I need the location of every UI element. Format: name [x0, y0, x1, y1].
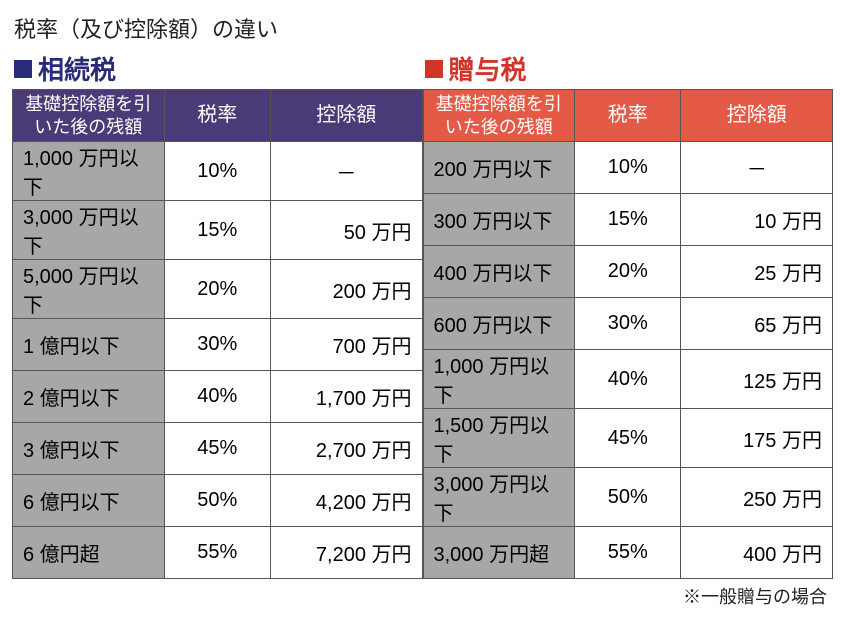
deduction-cell: 10 万円 — [681, 194, 833, 246]
deduction-cell: 200 万円 — [270, 260, 422, 319]
table-row: 600 万円以下30%65 万円 — [423, 298, 833, 350]
table-row: 3,000 万円以下15%50 万円 — [13, 201, 423, 260]
rate-cell: 50% — [164, 475, 270, 527]
bracket-cell: 400 万円以下 — [423, 246, 575, 298]
bracket-cell: 3 億円以下 — [13, 423, 165, 475]
rate-cell: 30% — [575, 298, 681, 350]
rate-cell: 55% — [164, 527, 270, 579]
deduction-cell: 1,700 万円 — [270, 371, 422, 423]
deduction-cell: － — [681, 142, 833, 194]
table-row: 1,000 万円以下40%125 万円 — [423, 350, 833, 409]
gift-title: 贈与税 — [449, 50, 527, 87]
rate-cell: 10% — [575, 142, 681, 194]
col-rate-header: 税率 — [164, 90, 270, 142]
col-deduction-header: 控除額 — [270, 90, 422, 142]
deduction-cell: 65 万円 — [681, 298, 833, 350]
bracket-cell: 300 万円以下 — [423, 194, 575, 246]
table-row: 3,000 万円以下50%250 万円 — [423, 468, 833, 527]
bracket-cell: 2 億円以下 — [13, 371, 165, 423]
rate-cell: 45% — [575, 409, 681, 468]
deduction-cell: 2,700 万円 — [270, 423, 422, 475]
rate-cell: 30% — [164, 319, 270, 371]
table-row: 300 万円以下15%10 万円 — [423, 194, 833, 246]
page-title: 税率（及び控除額）の違い — [14, 12, 833, 44]
inheritance-section-head: 相続税 — [12, 50, 423, 89]
deduction-cell: 400 万円 — [681, 527, 833, 579]
deduction-cell: 250 万円 — [681, 468, 833, 527]
gift-section-head: 贈与税 — [423, 50, 834, 89]
bracket-cell: 1,000 万円以下 — [13, 142, 165, 201]
bracket-cell: 1,500 万円以下 — [423, 409, 575, 468]
table-row: 5,000 万円以下20%200 万円 — [13, 260, 423, 319]
deduction-cell: 125 万円 — [681, 350, 833, 409]
table-row: 3 億円以下45%2,700 万円 — [13, 423, 423, 475]
rate-cell: 15% — [164, 201, 270, 260]
col-bracket-header: 基礎控除額を引いた後の残額 — [423, 90, 575, 142]
gift-table: 基礎控除額を引いた後の残額 税率 控除額 200 万円以下10%－300 万円以… — [423, 89, 834, 579]
table-header-row: 基礎控除額を引いた後の残額 税率 控除額 — [13, 90, 423, 142]
table-row: 6 億円超55%7,200 万円 — [13, 527, 423, 579]
bracket-cell: 3,000 万円以下 — [13, 201, 165, 260]
gift-tax-block: 贈与税 基礎控除額を引いた後の残額 税率 控除額 200 万円以下10%－300… — [423, 50, 834, 579]
footnote: ※一般贈与の場合 — [12, 583, 827, 609]
rate-cell: 40% — [164, 371, 270, 423]
inheritance-table: 基礎控除額を引いた後の残額 税率 控除額 1,000 万円以下10%－3,000… — [12, 89, 423, 579]
gift-tbody: 200 万円以下10%－300 万円以下15%10 万円400 万円以下20%2… — [423, 142, 833, 579]
table-row: 200 万円以下10%－ — [423, 142, 833, 194]
rate-cell: 55% — [575, 527, 681, 579]
bracket-cell: 1 億円以下 — [13, 319, 165, 371]
col-bracket-header: 基礎控除額を引いた後の残額 — [13, 90, 165, 142]
rate-cell: 10% — [164, 142, 270, 201]
table-row: 400 万円以下20%25 万円 — [423, 246, 833, 298]
bracket-cell: 6 億円超 — [13, 527, 165, 579]
rate-cell: 50% — [575, 468, 681, 527]
col-rate-header: 税率 — [575, 90, 681, 142]
inheritance-tax-block: 相続税 基礎控除額を引いた後の残額 税率 控除額 1,000 万円以下10%－3… — [12, 50, 423, 579]
bracket-cell: 1,000 万円以下 — [423, 350, 575, 409]
deduction-cell: 4,200 万円 — [270, 475, 422, 527]
deduction-cell: 175 万円 — [681, 409, 833, 468]
deduction-cell: 7,200 万円 — [270, 527, 422, 579]
rate-cell: 20% — [164, 260, 270, 319]
inheritance-tbody: 1,000 万円以下10%－3,000 万円以下15%50 万円5,000 万円… — [13, 142, 423, 579]
square-marker-icon — [425, 60, 443, 78]
table-row: 1,500 万円以下45%175 万円 — [423, 409, 833, 468]
deduction-cell: － — [270, 142, 422, 201]
table-row: 2 億円以下40%1,700 万円 — [13, 371, 423, 423]
rate-cell: 15% — [575, 194, 681, 246]
table-header-row: 基礎控除額を引いた後の残額 税率 控除額 — [423, 90, 833, 142]
table-row: 1 億円以下30%700 万円 — [13, 319, 423, 371]
table-row: 6 億円以下50%4,200 万円 — [13, 475, 423, 527]
table-row: 3,000 万円超55%400 万円 — [423, 527, 833, 579]
rate-cell: 40% — [575, 350, 681, 409]
deduction-cell: 50 万円 — [270, 201, 422, 260]
bracket-cell: 5,000 万円以下 — [13, 260, 165, 319]
bracket-cell: 6 億円以下 — [13, 475, 165, 527]
deduction-cell: 25 万円 — [681, 246, 833, 298]
tables-row: 相続税 基礎控除額を引いた後の残額 税率 控除額 1,000 万円以下10%－3… — [12, 50, 833, 579]
rate-cell: 45% — [164, 423, 270, 475]
bracket-cell: 3,000 万円以下 — [423, 468, 575, 527]
rate-cell: 20% — [575, 246, 681, 298]
square-marker-icon — [14, 60, 32, 78]
inheritance-title: 相続税 — [38, 50, 116, 87]
bracket-cell: 600 万円以下 — [423, 298, 575, 350]
bracket-cell: 200 万円以下 — [423, 142, 575, 194]
table-row: 1,000 万円以下10%－ — [13, 142, 423, 201]
bracket-cell: 3,000 万円超 — [423, 527, 575, 579]
col-deduction-header: 控除額 — [681, 90, 833, 142]
deduction-cell: 700 万円 — [270, 319, 422, 371]
